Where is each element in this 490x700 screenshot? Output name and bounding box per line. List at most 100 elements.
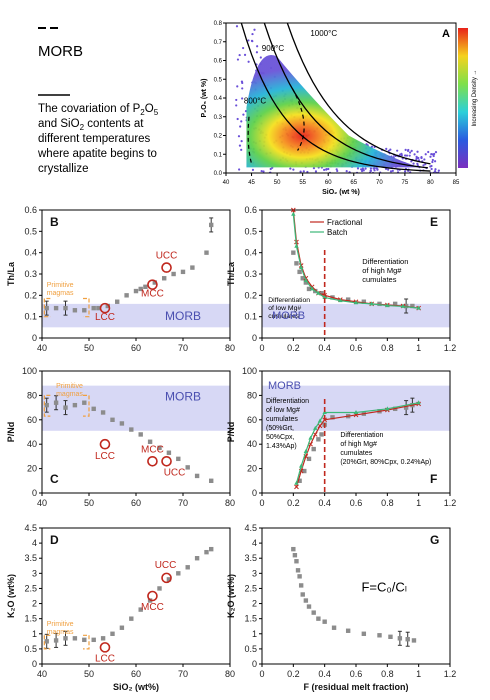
density-point bbox=[431, 160, 434, 164]
legend-batch-label: Batch bbox=[327, 228, 347, 237]
ytick-label: 0 bbox=[32, 488, 37, 498]
panel-a-ytick-label: 0.2 bbox=[214, 134, 223, 140]
panel-g: 0 0.2 0.4 0.6 0.8 1 1.2 0 0.5 1 1.5 2 2.5 3 3.5 4 4.5 F (… bbox=[226, 523, 456, 692]
density-point bbox=[256, 45, 259, 48]
density-point bbox=[242, 46, 245, 50]
crust-label-lcc: LCC bbox=[95, 312, 115, 323]
density-point bbox=[356, 167, 360, 170]
density-point bbox=[345, 170, 348, 173]
data-point bbox=[91, 406, 96, 412]
ytick-label: 1 bbox=[252, 629, 257, 639]
panel-a-ytick-label: 0.4 bbox=[214, 96, 223, 102]
ytick-label: 80 bbox=[27, 390, 37, 400]
crust-marker-lcc bbox=[99, 438, 111, 450]
caption-line-1: The covariation of P2O5 bbox=[38, 103, 159, 117]
density-point bbox=[373, 167, 376, 170]
density-point bbox=[410, 160, 413, 163]
data-point bbox=[110, 631, 115, 636]
data-point bbox=[44, 305, 49, 311]
density-point bbox=[323, 168, 326, 171]
density-point bbox=[404, 148, 407, 152]
panel-letter: E bbox=[430, 215, 438, 229]
density-point bbox=[389, 170, 393, 173]
curve-marker bbox=[294, 480, 299, 485]
panel-d: 40 50 60 70 80 0 0.5 1 1.5 2 2.5 3 3.5 4 4.5 SiO₂ (wt%)… bbox=[6, 523, 235, 692]
isotherm-label-900: 900°C bbox=[262, 44, 285, 53]
xtick-label: 70 bbox=[178, 343, 188, 353]
panel-a-xtick-label: 40 bbox=[223, 180, 230, 186]
xtick-label: 1 bbox=[416, 343, 421, 353]
curve-marker bbox=[313, 425, 318, 430]
ytick-label: 40 bbox=[247, 439, 257, 449]
density-point bbox=[400, 153, 403, 156]
primitive-magmas-label: Primitive bbox=[56, 383, 83, 390]
xtick-label: 1.2 bbox=[444, 669, 457, 679]
ytick-label: 100 bbox=[242, 366, 257, 376]
density-point bbox=[385, 147, 388, 150]
density-point bbox=[410, 149, 413, 152]
data-point bbox=[319, 291, 324, 296]
density-point bbox=[427, 150, 430, 154]
data-point bbox=[82, 637, 87, 643]
data-point bbox=[294, 559, 299, 564]
data-point bbox=[185, 565, 190, 570]
ytick-label: 0.4 bbox=[24, 248, 37, 258]
density-point bbox=[251, 32, 254, 36]
annotation-low-mg: of low Mg# bbox=[268, 305, 301, 312]
panel-e: 0 0.2 0.4 0.6 0.8 1 1.2 0 0.1 0.2 0.3 0.4 0.5 0.6 Th/L… bbox=[226, 205, 456, 353]
data-point bbox=[300, 592, 305, 597]
ytick-label: 3 bbox=[252, 568, 257, 578]
annotation-low-mg: cumulates bbox=[266, 416, 298, 423]
data-point bbox=[138, 607, 143, 612]
data-point bbox=[63, 305, 68, 311]
panel-a-letter: A bbox=[442, 28, 450, 40]
xtick-label: 0.4 bbox=[318, 343, 331, 353]
curve-marker bbox=[353, 300, 359, 305]
isotherm-800 bbox=[240, 23, 431, 172]
data-point bbox=[405, 637, 410, 642]
formula-label: F=C₀/Cₗ bbox=[361, 579, 406, 594]
data-point bbox=[194, 556, 200, 561]
density-point bbox=[391, 169, 394, 173]
density-point bbox=[434, 151, 438, 154]
data-point bbox=[297, 478, 302, 483]
panel-b: 40 50 60 70 80 0 0.1 0.2 0.3 0.4 0.5 0.6 Th/La B UCC MC… bbox=[6, 205, 235, 353]
xtick-label: 80 bbox=[225, 669, 235, 679]
density-point bbox=[422, 164, 425, 167]
annotation-low-mg: 1.43%Ap) bbox=[266, 443, 297, 450]
data-point bbox=[143, 284, 148, 289]
data-point bbox=[119, 625, 125, 630]
crust-label-mcc: MCC bbox=[141, 289, 164, 300]
annotation-high-mg: of high Mg# bbox=[362, 266, 402, 275]
ytick-label: 4.5 bbox=[244, 523, 257, 533]
xtick-label: 70 bbox=[178, 498, 188, 508]
ytick-label: 20 bbox=[27, 464, 37, 474]
density-point bbox=[250, 39, 254, 42]
density-point bbox=[314, 170, 318, 173]
xtick-label: 0 bbox=[259, 669, 264, 679]
curve-marker bbox=[290, 207, 296, 213]
curve-marker bbox=[298, 265, 304, 270]
annotation-low-mg: of low Mg# bbox=[266, 407, 300, 414]
density-point bbox=[429, 165, 432, 168]
ytick-label: 2.5 bbox=[24, 583, 37, 593]
morb-band bbox=[42, 385, 230, 431]
curve-marker bbox=[322, 294, 327, 299]
crust-label-ucc: UCC bbox=[155, 560, 177, 571]
density-point bbox=[430, 167, 433, 171]
x-axis-label: SiO₂ (wt%) bbox=[113, 682, 159, 692]
density-point bbox=[255, 51, 259, 54]
panel-letter: D bbox=[50, 533, 59, 547]
primitive-magmas-label: magmas bbox=[47, 629, 74, 636]
ytick-label: 1 bbox=[32, 629, 37, 639]
panel-letter: F bbox=[430, 472, 437, 486]
density-point bbox=[416, 150, 419, 153]
y-axis-label: K₂O (wt%) bbox=[6, 574, 16, 618]
data-point bbox=[166, 577, 172, 582]
data-point bbox=[176, 456, 181, 462]
crust-label-mcc: MCC bbox=[141, 602, 164, 613]
primitive-magmas-label: magmas bbox=[47, 290, 74, 297]
crust-marker-lcc bbox=[99, 302, 111, 314]
data-point bbox=[319, 432, 324, 437]
density-point bbox=[361, 167, 364, 170]
